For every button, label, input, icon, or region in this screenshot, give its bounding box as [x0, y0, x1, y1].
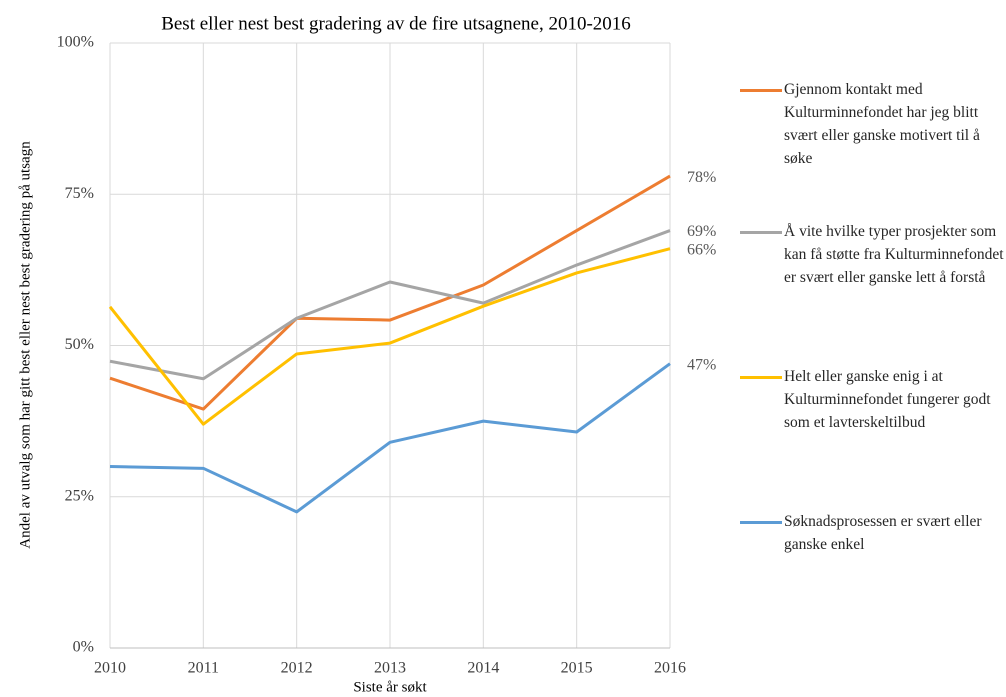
legend-item: Helt eller ganske enig i at Kulturminnef… — [740, 365, 1006, 434]
legend-item: Gjennom kontakt med Kulturminnefondet ha… — [740, 78, 1006, 170]
y-tick-label: 0% — [73, 639, 94, 656]
y-tick-label: 25% — [65, 487, 94, 504]
data-label: 66% — [687, 241, 716, 258]
legend-label: Gjennom kontakt med Kulturminnefondet ha… — [784, 81, 980, 167]
x-tick-label: 2011 — [188, 660, 219, 677]
data-label: 69% — [687, 223, 716, 240]
legend-label: Helt eller ganske enig i at Kulturminnef… — [784, 368, 991, 431]
data-label: 47% — [687, 356, 716, 373]
x-tick-label: 2012 — [281, 660, 313, 677]
legend-swatch — [740, 231, 782, 234]
y-tick-label: 50% — [65, 336, 94, 353]
x-tick-label: 2015 — [561, 660, 593, 677]
x-tick-label: 2016 — [654, 660, 686, 677]
y-tick-label: 75% — [65, 185, 94, 202]
legend-swatch — [740, 89, 782, 92]
legend-label: Søknadsprosessen er svært eller ganske e… — [784, 513, 982, 553]
data-label: 78% — [687, 169, 716, 186]
series-line — [109, 174, 671, 411]
series-line — [109, 362, 671, 514]
x-tick-label: 2013 — [374, 660, 406, 677]
y-axis-title: Andel av utvalg som har gitt best eller … — [17, 141, 33, 549]
legend-item: Søknadsprosessen er svært eller ganske e… — [740, 510, 1006, 556]
x-tick-label: 2014 — [467, 660, 499, 677]
series-line — [108, 247, 671, 426]
legend-swatch — [740, 521, 782, 524]
legend-swatch — [740, 376, 782, 379]
x-tick-label: 2010 — [94, 660, 126, 677]
legend-label: Å vite hvilke typer prosjekter som kan f… — [784, 223, 1004, 286]
x-axis-title: Siste år søkt — [353, 679, 427, 695]
series-line — [109, 229, 671, 381]
y-tick-label: 100% — [57, 34, 94, 51]
chart-title: Best eller nest best gradering av de fir… — [161, 13, 631, 34]
legend-item: Å vite hvilke typer prosjekter som kan f… — [740, 220, 1006, 289]
